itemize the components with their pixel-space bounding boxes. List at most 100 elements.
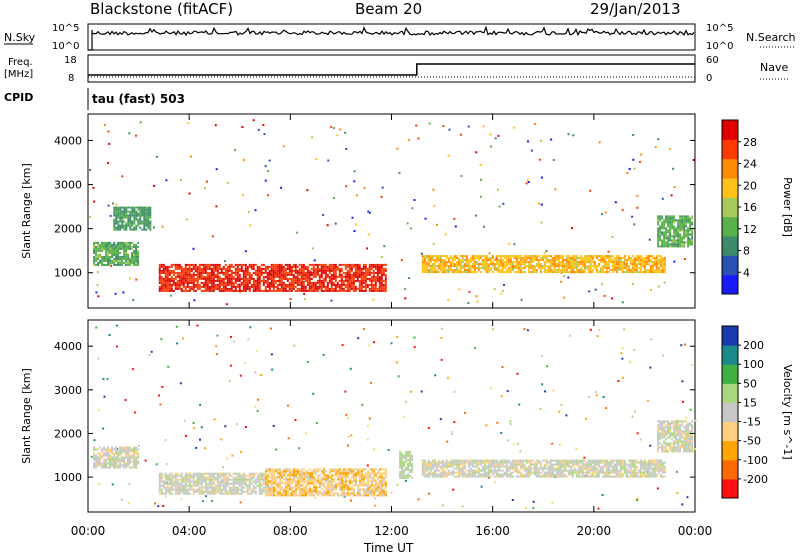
- echo-pixel: [289, 470, 291, 473]
- echo-pixel: [305, 488, 307, 491]
- echo-pixel: [135, 247, 138, 250]
- echo-pixel: [194, 490, 197, 493]
- echo-pixel: [184, 279, 187, 282]
- echo-pixel: [309, 494, 311, 497]
- echo-pixel: [547, 269, 550, 272]
- echo-pixel: [117, 245, 120, 248]
- echo-pixel: [186, 488, 189, 491]
- echo-pixel: [299, 492, 301, 495]
- echo-pixel: [212, 273, 215, 276]
- noise-pixel: [413, 346, 416, 349]
- echo-pixel: [665, 243, 668, 246]
- echo-pixel: [158, 279, 161, 282]
- echo-pixel: [493, 259, 496, 262]
- echo-pixel: [343, 486, 345, 489]
- echo-pixel: [266, 285, 269, 288]
- echo-pixel: [382, 267, 385, 270]
- echo-pixel: [481, 465, 484, 468]
- echo-pixel: [295, 482, 297, 485]
- echo-pixel: [204, 480, 207, 483]
- echo-pixel: [210, 283, 213, 286]
- echo-pixel: [258, 269, 261, 272]
- echo-pixel: [369, 468, 371, 471]
- echo-pixel: [647, 263, 650, 266]
- echo-pixel: [659, 217, 662, 220]
- echo-pixel: [93, 257, 96, 260]
- echo-pixel: [481, 255, 484, 258]
- echo-pixel: [681, 227, 684, 230]
- echo-pixel: [433, 469, 436, 472]
- noise-pixel: [334, 222, 337, 225]
- noise-pixel: [495, 257, 498, 260]
- echo-pixel: [111, 251, 114, 254]
- echo-pixel: [364, 277, 367, 280]
- noise-pixel: [264, 179, 267, 182]
- echo-pixel: [341, 490, 343, 493]
- echo-pixel: [589, 263, 592, 266]
- echo-pixel: [679, 245, 682, 248]
- echo-pixel: [449, 471, 452, 474]
- echo-pixel: [337, 474, 339, 477]
- echo-pixel: [366, 269, 369, 272]
- noise-pixel: [649, 366, 652, 369]
- echo-pixel: [509, 261, 512, 264]
- noise-pixel: [498, 205, 501, 208]
- echo-pixel: [311, 488, 313, 491]
- echo-pixel: [331, 478, 333, 481]
- echo-pixel: [683, 237, 686, 240]
- echo-pixel: [673, 217, 676, 220]
- echo-pixel: [278, 273, 281, 276]
- echo-pixel: [284, 275, 287, 278]
- echo-pixel: [373, 486, 375, 489]
- echo-pixel: [663, 221, 666, 224]
- echo-pixel: [332, 281, 335, 284]
- echo-pixel: [262, 482, 265, 485]
- echo-pixel: [515, 261, 518, 264]
- echo-pixel: [216, 271, 219, 274]
- echo-pixel: [585, 257, 588, 260]
- echo-pixel: [170, 285, 173, 288]
- echo-pixel: [107, 263, 110, 266]
- echo-pixel: [238, 269, 241, 272]
- echo-pixel: [457, 461, 460, 464]
- echo-pixel: [168, 273, 171, 276]
- echo-pixel: [123, 247, 126, 250]
- echo-pixel: [342, 279, 345, 282]
- echo-pixel: [451, 271, 454, 274]
- echo-pixel: [665, 231, 668, 234]
- echo-pixel: [292, 285, 295, 288]
- echo-pixel: [310, 277, 313, 280]
- echo-pixel: [232, 277, 235, 280]
- echo-pixel: [166, 267, 169, 270]
- echo-pixel: [449, 465, 452, 468]
- echo-pixel: [376, 269, 379, 272]
- noise-pixel: [676, 492, 679, 495]
- noise-pixel: [508, 242, 511, 245]
- echo-pixel: [137, 241, 140, 244]
- noise-pixel: [654, 146, 657, 149]
- noise-pixel: [353, 170, 356, 173]
- echo-pixel: [539, 267, 542, 270]
- echo-pixel: [575, 261, 578, 264]
- echo-pixel: [226, 472, 229, 475]
- echo-pixel: [222, 488, 225, 491]
- echo-pixel: [340, 267, 343, 270]
- noise-pixel: [603, 294, 606, 297]
- echo-pixel: [441, 261, 444, 264]
- echo-pixel: [647, 259, 650, 262]
- echo-pixel: [164, 277, 167, 280]
- echo-pixel: [343, 494, 345, 497]
- echo-pixel: [246, 488, 249, 491]
- noise-pixel: [626, 172, 629, 174]
- echo-pixel: [355, 494, 357, 497]
- echo-pixel: [559, 255, 562, 258]
- echo-pixel: [505, 269, 508, 272]
- echo-pixel: [376, 287, 379, 290]
- echo-pixel: [302, 263, 305, 266]
- echo-pixel: [298, 279, 301, 282]
- echo-pixel: [473, 255, 476, 258]
- echo-pixel: [145, 220, 148, 223]
- echo-pixel: [341, 492, 343, 495]
- echo-pixel: [469, 265, 472, 268]
- echo-pixel: [240, 265, 243, 268]
